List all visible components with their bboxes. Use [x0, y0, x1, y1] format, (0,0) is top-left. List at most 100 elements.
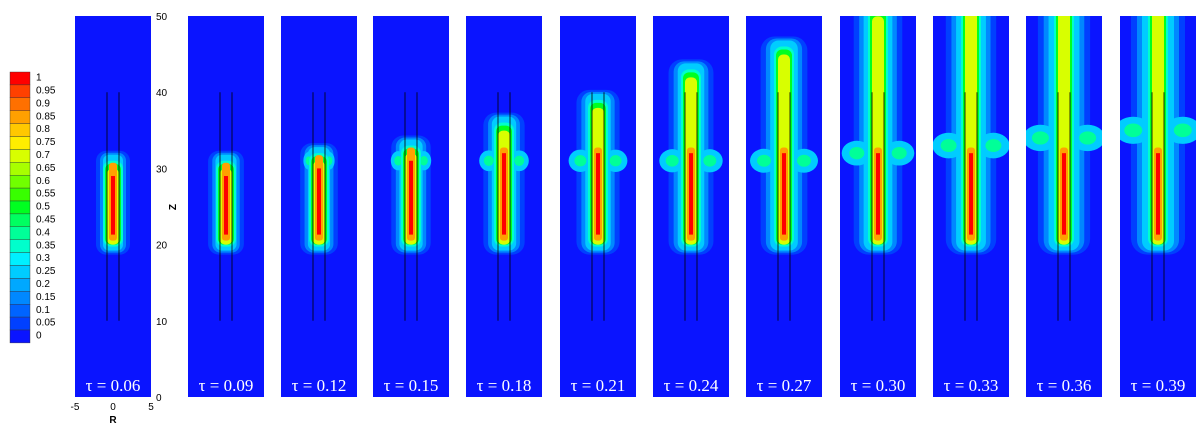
vortex-core	[849, 147, 864, 159]
column	[596, 153, 600, 234]
contour-panel: τ = 0.12	[281, 16, 357, 397]
z-tick-label: 30	[156, 164, 168, 175]
vortex-core	[610, 155, 622, 166]
colorbar-swatch	[10, 149, 30, 162]
column	[969, 153, 973, 234]
colorbar-swatch	[10, 227, 30, 240]
contour-panel: τ = 0.09	[188, 16, 264, 397]
colorbar-label: 0	[36, 331, 42, 342]
colorbar-swatch	[10, 214, 30, 227]
colorbar-swatch	[10, 304, 30, 317]
figure: 10.950.90.850.80.750.70.650.60.550.50.45…	[0, 0, 1198, 427]
colorbar-swatch	[10, 201, 30, 214]
column	[689, 153, 693, 234]
vortex-core	[892, 147, 907, 159]
colorbar-label: 0.45	[36, 215, 56, 226]
r-tick-label: -5	[71, 402, 80, 413]
z-tick-label: 50	[156, 12, 168, 23]
colorbar-swatch	[10, 85, 30, 98]
colorbar-label: 0.75	[36, 137, 56, 148]
colorbar-label: 0.8	[36, 124, 50, 135]
column	[782, 153, 786, 234]
colorbar-label: 0.95	[36, 86, 56, 97]
column	[1156, 153, 1160, 234]
colorbar-label: 0.55	[36, 189, 56, 200]
column	[224, 176, 228, 235]
contour-panel: τ = 0.18	[466, 16, 542, 397]
contour-panel: τ = 0.39	[1115, 0, 1198, 397]
colorbar-label: 0.15	[36, 292, 56, 303]
r-tick-label: 5	[148, 402, 154, 413]
tau-label: τ = 0.15	[384, 376, 439, 395]
column	[502, 153, 506, 234]
colorbar-label: 0.4	[36, 227, 50, 238]
colorbar-label: 0.05	[36, 318, 56, 329]
z-tick-label: 40	[156, 88, 168, 99]
colorbar-label: 0.5	[36, 202, 50, 213]
tau-label: τ = 0.06	[86, 376, 141, 395]
vortex-core	[484, 156, 494, 166]
colorbar-swatch	[10, 278, 30, 291]
contour-panel: τ = 0.15	[373, 16, 449, 397]
vortex-core	[1079, 131, 1096, 144]
tau-label: τ = 0.36	[1037, 376, 1092, 395]
colorbar-swatch	[10, 72, 30, 85]
vortex-core	[1124, 124, 1142, 138]
column	[409, 161, 413, 235]
tau-label: τ = 0.30	[851, 376, 906, 395]
vortex-core	[574, 155, 586, 166]
column	[317, 168, 321, 234]
contour-panel: τ = 0.33	[932, 0, 1009, 397]
tau-label: τ = 0.18	[477, 376, 532, 395]
z-tick-label: 20	[156, 241, 168, 252]
vortex-core	[514, 156, 524, 166]
vortex-core	[703, 155, 716, 167]
colorbar-label: 0.25	[36, 266, 56, 277]
tau-label: τ = 0.39	[1131, 376, 1186, 395]
vortex-core	[757, 155, 771, 167]
colorbar-label: 0.85	[36, 111, 56, 122]
colorbar-label: 0.6	[36, 176, 50, 187]
column	[111, 176, 115, 235]
colorbar-swatch	[10, 188, 30, 201]
contour-panel: τ = 0.30	[840, 0, 916, 397]
colorbar-label: 0.9	[36, 98, 50, 109]
colorbar-swatch	[10, 317, 30, 330]
z-tick-label: 0	[156, 393, 162, 404]
contour-panel: τ = 0.36	[1023, 0, 1105, 397]
colorbar-swatch	[10, 291, 30, 304]
colorbar-swatch	[10, 266, 30, 279]
tau-label: τ = 0.27	[757, 376, 812, 395]
contour-panel: τ = 0.24	[653, 16, 729, 397]
vortex-core	[797, 155, 811, 167]
colorbar-label: 0.35	[36, 240, 56, 251]
tau-label: τ = 0.12	[292, 376, 347, 395]
r-axis-label: R	[109, 415, 117, 426]
tau-label: τ = 0.09	[199, 376, 254, 395]
colorbar-label: 0.1	[36, 305, 50, 316]
contour-panel: τ = 0.06	[75, 16, 151, 397]
colorbar-label: 0.2	[36, 279, 50, 290]
colorbar-label: 0.65	[36, 163, 56, 174]
tau-label: τ = 0.24	[664, 376, 719, 395]
colorbar-swatch	[10, 111, 30, 124]
colorbar-swatch	[10, 175, 30, 188]
colorbar-swatch	[10, 330, 30, 343]
colorbar-swatch	[10, 98, 30, 111]
colorbar-swatch	[10, 162, 30, 175]
vortex-core	[1032, 131, 1049, 144]
vortex-core	[666, 155, 679, 167]
colorbar-label: 0.3	[36, 253, 50, 264]
vortex-core	[1174, 124, 1192, 138]
colorbar-swatch	[10, 253, 30, 266]
column	[876, 153, 880, 234]
z-axis-label: Z	[168, 204, 179, 210]
contour-panel: τ = 0.21	[560, 16, 636, 397]
colorbar-swatch	[10, 124, 30, 137]
z-tick-label: 10	[156, 317, 168, 328]
r-tick-label: 0	[110, 402, 116, 413]
contour-panel: τ = 0.27	[746, 16, 822, 397]
tau-label: τ = 0.21	[571, 376, 626, 395]
tau-label: τ = 0.33	[944, 376, 999, 395]
colorbar-swatch	[10, 137, 30, 150]
